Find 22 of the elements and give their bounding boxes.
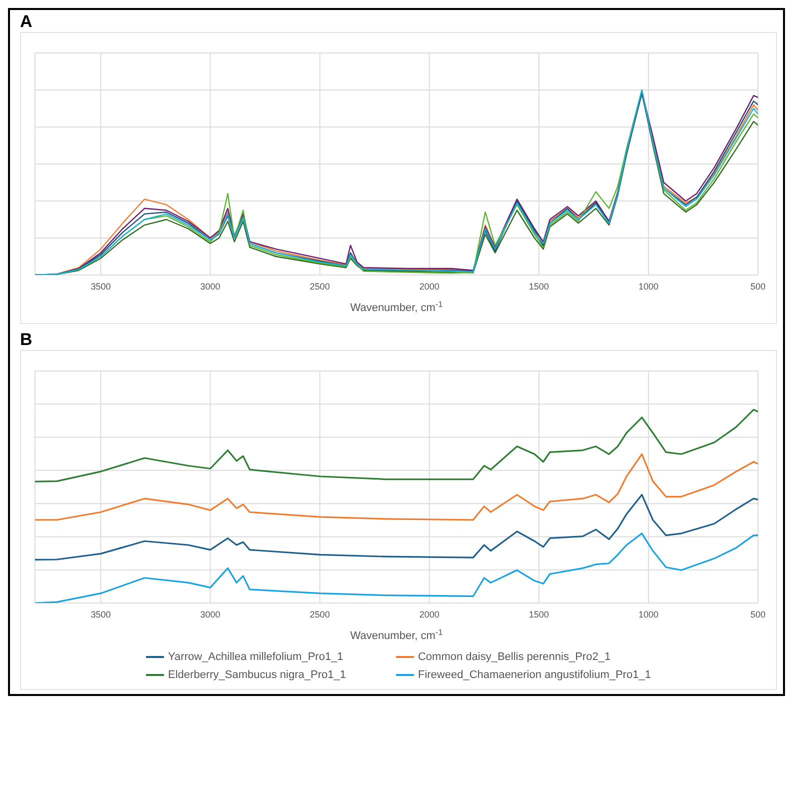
x-tick-label: 1500 <box>528 281 549 292</box>
x-tick-label: 2500 <box>310 609 330 620</box>
x-tick-label: 3500 <box>90 609 111 620</box>
x-tick-label: 1500 <box>528 609 549 620</box>
legend-label: Elderberry_Sambucus nigra_Pro1_1 <box>168 669 346 681</box>
x-tick-label: 500 <box>750 281 766 292</box>
x-axis-title: Wavenumber, cm$^{-1}$ <box>350 300 444 314</box>
x-tick-label: 2000 <box>419 281 440 292</box>
x-tick-label: 1000 <box>638 281 658 292</box>
x-tick-label: 500 <box>750 609 766 620</box>
legend-label: Fireweed_Chamaenerion angustifolium_Pro1_1 <box>418 669 651 681</box>
x-tick-label: 2000 <box>419 609 440 620</box>
chart-title: B <box>20 330 34 350</box>
x-tick-label: 3000 <box>200 281 220 292</box>
x-tick-label: 3000 <box>200 609 220 620</box>
x-axis-title: Wavenumber, cm$^{-1}$ <box>350 628 444 642</box>
legend-label: Yarrow_Achillea millefolium_Pro1_1 <box>168 651 344 663</box>
x-tick-label: 2500 <box>310 281 330 292</box>
chart-title: A <box>20 12 34 32</box>
x-tick-label: 3500 <box>90 281 111 292</box>
legend-label: Common daisy_Bellis perennis_Pro2_1 <box>418 651 611 663</box>
x-tick-label: 1000 <box>638 609 658 620</box>
